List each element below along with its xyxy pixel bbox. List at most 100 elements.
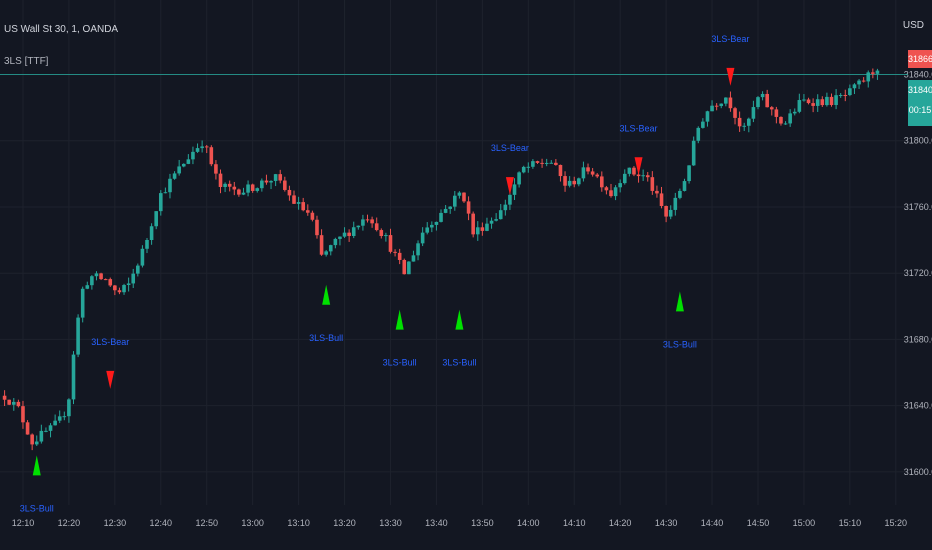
- signals: 3LS-Bull 3LS-Bear 3LS-Bull 3LS-Bull 3LS-Bull…: [20, 34, 750, 513]
- candle-body: [609, 190, 613, 197]
- current-price-badge: 31840.0 00:15: [908, 80, 932, 126]
- candle-body: [191, 151, 195, 160]
- y-tick-label: 31680.0: [904, 334, 932, 344]
- candle-body: [53, 420, 57, 426]
- candle-body: [30, 434, 34, 445]
- bull-signal-label: 3LS-Bull: [663, 339, 697, 349]
- candle-body: [113, 285, 117, 291]
- candle-body: [691, 140, 696, 166]
- candle-body: [324, 251, 328, 255]
- candle-body: [90, 276, 94, 286]
- candle-body: [356, 225, 361, 228]
- candle-body: [365, 219, 370, 221]
- candle-body: [204, 146, 209, 148]
- candle-body: [622, 173, 627, 184]
- candle-body: [16, 401, 21, 407]
- chart-title: US Wall St 30, 1, OANDA: [4, 24, 119, 35]
- candle-body: [802, 99, 806, 101]
- candle-body: [200, 146, 204, 149]
- candle-body: [71, 354, 76, 400]
- candle-body: [783, 123, 788, 125]
- candle-body: [168, 178, 172, 193]
- candle-body: [186, 159, 191, 164]
- candle-body: [273, 174, 278, 181]
- candle-body: [577, 178, 581, 185]
- bear-signal-arrow: [505, 177, 514, 196]
- candle-body: [466, 201, 471, 214]
- candle-body: [834, 95, 838, 106]
- candle-body: [641, 175, 645, 177]
- bull-signal-label: 3LS-Bull: [20, 503, 54, 513]
- candle-body: [765, 93, 769, 108]
- candle-body: [742, 125, 747, 127]
- candle-body: [145, 239, 149, 249]
- candle-body: [521, 166, 526, 173]
- candle-body: [402, 259, 407, 275]
- candle-body: [627, 167, 632, 174]
- candle-body: [701, 121, 705, 128]
- candle-body: [498, 210, 503, 220]
- candle-body: [480, 227, 485, 231]
- candle-body: [39, 430, 44, 442]
- y-tick-label: 31720.0: [904, 268, 932, 278]
- bear-signal-arrow: [726, 67, 735, 86]
- candle-body: [2, 395, 7, 400]
- bull-signal-arrow: [32, 455, 41, 476]
- candle-body: [590, 171, 595, 175]
- bear-signal-arrow: [634, 157, 643, 176]
- candle-body: [489, 220, 494, 224]
- candle-body: [558, 164, 563, 177]
- candle-body: [7, 399, 11, 405]
- candle-body: [80, 288, 85, 318]
- candle-body: [269, 180, 273, 183]
- candle-body: [315, 219, 319, 236]
- candle-body: [760, 93, 765, 98]
- x-axis-labels: 12:10 12:20 12:30 12:40 12:50 13:00 13:10 13:20…: [12, 518, 907, 528]
- bear-signal-label: 3LS-Bear: [91, 337, 129, 347]
- candle-body: [632, 167, 636, 175]
- y-tick-label: 31640.0: [904, 401, 932, 411]
- x-tick-label: 14:00: [517, 518, 540, 528]
- x-tick-label: 13:10: [287, 518, 310, 528]
- candle-body: [338, 236, 342, 239]
- candle-body: [361, 219, 365, 226]
- x-tick-label: 13:30: [379, 518, 402, 528]
- candle-body: [825, 96, 829, 106]
- x-tick-label: 15:10: [839, 518, 862, 528]
- candle-body: [668, 209, 673, 217]
- candle-body: [140, 248, 145, 266]
- candle-body: [407, 261, 411, 275]
- candle-body: [25, 422, 30, 435]
- candle-body: [347, 232, 351, 236]
- candle-body: [871, 72, 875, 74]
- x-tick-label: 12:20: [58, 518, 81, 528]
- bull-signal-arrow: [675, 291, 684, 312]
- candle-body: [62, 416, 67, 418]
- y-tick-label: 31760.0: [904, 202, 932, 212]
- candles: [2, 68, 880, 451]
- candle-body: [604, 187, 609, 191]
- candle-body: [618, 183, 622, 188]
- candle-body: [292, 195, 296, 204]
- candle-body: [861, 80, 866, 82]
- bull-signal-label: 3LS-Bull: [383, 358, 417, 368]
- candle-body: [696, 127, 701, 141]
- candle-body: [682, 181, 687, 191]
- x-tick-label: 12:10: [12, 518, 35, 528]
- indicator-label[interactable]: 3LS [TTF]: [4, 56, 49, 67]
- candle-body: [397, 252, 402, 260]
- candle-body: [34, 441, 39, 445]
- candle-body: [287, 189, 292, 196]
- candle-body: [508, 194, 512, 205]
- candle-body: [549, 162, 554, 164]
- candle-body: [613, 187, 618, 197]
- candle-body: [457, 192, 462, 196]
- candle-body: [636, 174, 641, 177]
- candle-body: [659, 193, 664, 207]
- candle-body: [94, 273, 99, 277]
- candle-body: [126, 283, 131, 286]
- candle-body: [866, 72, 871, 82]
- candle-body: [67, 399, 71, 417]
